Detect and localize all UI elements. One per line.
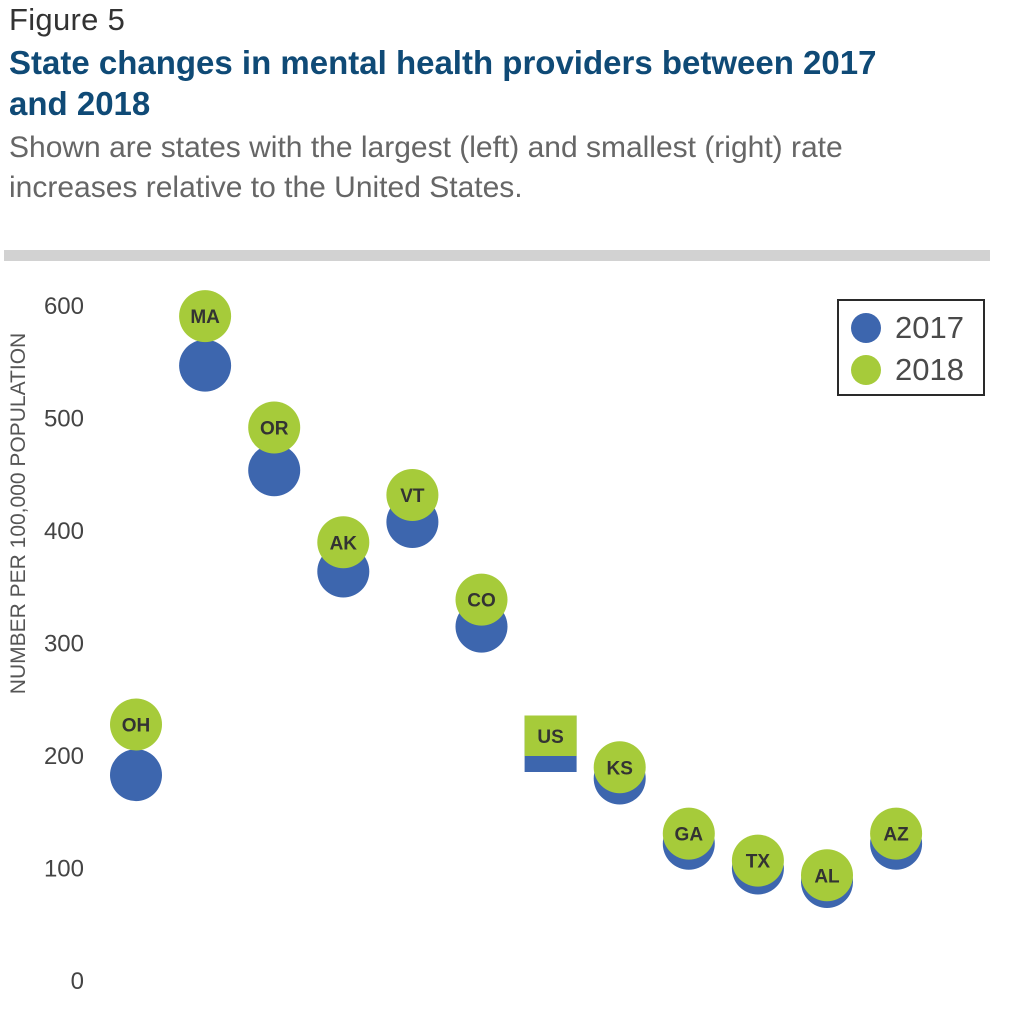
data-label-or: OR [260,419,289,440]
legend-label-2018: 2018 [895,352,964,387]
chart-legend: 2017 2018 [837,299,985,396]
legend-swatch-2017 [851,313,881,343]
chart-subtitle: Shown are states with the largest (left)… [9,131,843,204]
y-tick-label: 0 [71,968,84,995]
data-point-2018-oh [110,698,162,751]
legend-item-2018: 2018 [851,350,964,390]
data-point-2018-ga [662,807,715,860]
data-label-us: US [537,727,563,748]
y-tick-label: 100 [44,856,84,883]
data-label-oh: OH [122,716,151,737]
header-divider [4,250,990,261]
data-label-ak: AK [330,533,358,554]
data-label-vt: VT [400,486,425,507]
y-tick-label: 200 [44,743,84,770]
data-label-ma: MA [190,307,220,328]
y-axis-label: NUMBER PER 100,000 POPULATION [7,333,30,694]
y-tick-label: 600 [44,293,84,320]
data-label-al: AL [814,866,840,887]
data-point-2017-oh [110,749,162,802]
data-point-2018-ks [593,741,646,794]
data-point-2018-al [801,849,853,902]
data-point-2018-vt [386,469,439,521]
data-label-ks: KS [606,758,632,779]
data-point-2017-or [248,444,301,497]
y-tick-label: 300 [44,631,84,658]
y-tick-label: 400 [44,518,84,545]
figure-label: Figure 5 [9,2,126,37]
data-point-2018-co [455,573,508,626]
legend-item-2017: 2017 [851,308,964,348]
data-label-co: CO [467,591,496,612]
data-point-2018-or [248,401,301,454]
data-label-tx: TX [746,852,771,873]
data-point-2017-ma [179,339,232,392]
data-point-2018-tx [731,834,784,887]
chart-title: State changes in mental health providers… [9,44,877,122]
data-point-2018-ak [317,516,370,569]
data-point-2018-ma [179,290,232,343]
data-label-ga: GA [675,825,704,846]
y-tick-label: 500 [44,406,84,433]
data-point-2018-az [870,807,923,860]
data-point-2018-us [524,715,577,756]
data-label-az: AZ [883,825,909,846]
legend-swatch-2018 [851,355,881,385]
legend-label-2017: 2017 [895,310,964,345]
